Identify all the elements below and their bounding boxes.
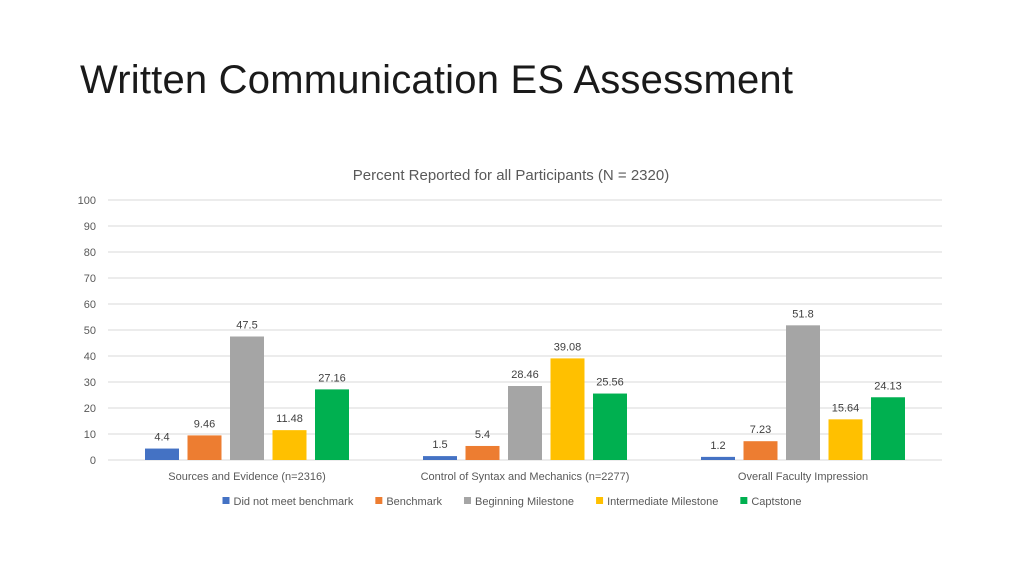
x-category-label: Control of Syntax and Mechanics (n=2277) [421, 471, 630, 483]
bar [743, 441, 778, 460]
y-tick-label: 60 [84, 299, 96, 311]
bar [701, 456, 735, 460]
y-tick-label: 90 [84, 221, 96, 233]
legend-swatch [375, 497, 383, 504]
chart-title: Percent Reported for all Participants (N… [353, 167, 669, 184]
legend-item: Beginning Milestone [463, 496, 574, 508]
bar [187, 435, 222, 460]
data-label: 1.2 [710, 440, 725, 452]
y-tick-label: 70 [84, 273, 96, 285]
data-label: 9.46 [194, 418, 215, 430]
legend-label: Benchmark [386, 496, 442, 508]
x-axis: Sources and Evidence (n=2316) Control of … [168, 471, 868, 483]
legend-swatch [596, 497, 604, 504]
bar [871, 397, 905, 460]
y-axis: 0 10 20 30 40 50 60 70 80 90 100 [78, 195, 96, 467]
legend-swatch [222, 497, 230, 504]
data-label: 7.23 [750, 424, 771, 436]
x-category-label: Overall Faculty Impression [738, 471, 868, 483]
legend-label: Beginning Milestone [475, 496, 574, 508]
legend-item: Did not meet benchmark [222, 496, 354, 508]
bar [828, 419, 863, 460]
data-label: 28.46 [511, 369, 539, 381]
data-label: 27.16 [318, 372, 346, 384]
y-tick-label: 100 [78, 195, 96, 207]
legend-label: Intermediate Milestone [607, 496, 718, 508]
bar [145, 448, 179, 460]
data-label: 39.08 [554, 341, 582, 353]
data-label: 47.5 [236, 320, 257, 332]
y-tick-label: 30 [84, 377, 96, 389]
y-tick-label: 0 [90, 455, 96, 467]
data-label: 24.13 [874, 380, 902, 392]
bar [465, 445, 500, 460]
bars: 4.4 9.46 47.5 11.48 27.16 1.5 5.4 28.46 39.08 25.… [145, 308, 905, 460]
bar [315, 389, 349, 460]
bar [272, 430, 307, 460]
slide-title: Written Communication ES Assessment [80, 58, 794, 102]
y-tick-label: 80 [84, 247, 96, 259]
data-label: 15.64 [832, 402, 860, 414]
y-tick-label: 20 [84, 403, 96, 415]
bar [593, 393, 627, 460]
legend-swatch [740, 497, 748, 504]
legend-item: Intermediate Milestone [596, 496, 718, 508]
legend: Did not meet benchmark Benchmark Beginning… [222, 496, 802, 508]
data-label: 11.48 [276, 413, 303, 425]
bar [423, 456, 457, 460]
data-label: 5.4 [475, 429, 490, 441]
y-tick-label: 10 [84, 429, 96, 441]
bar [230, 336, 264, 460]
data-label: 25.56 [596, 377, 624, 389]
data-label: 1.5 [432, 439, 447, 451]
x-category-label: Sources and Evidence (n=2316) [168, 471, 325, 483]
legend-item: Captstone [740, 496, 802, 508]
legend-swatch [463, 497, 471, 504]
bar [550, 358, 585, 460]
bar [786, 325, 820, 460]
y-tick-label: 50 [84, 325, 96, 337]
legend-item: Benchmark [375, 496, 442, 508]
data-label: 4.4 [154, 432, 169, 444]
y-tick-label: 40 [84, 351, 96, 363]
data-label: 51.8 [792, 308, 813, 320]
legend-label: Captstone [751, 496, 801, 508]
legend-label: Did not meet benchmark [234, 496, 354, 508]
bar [508, 386, 542, 460]
